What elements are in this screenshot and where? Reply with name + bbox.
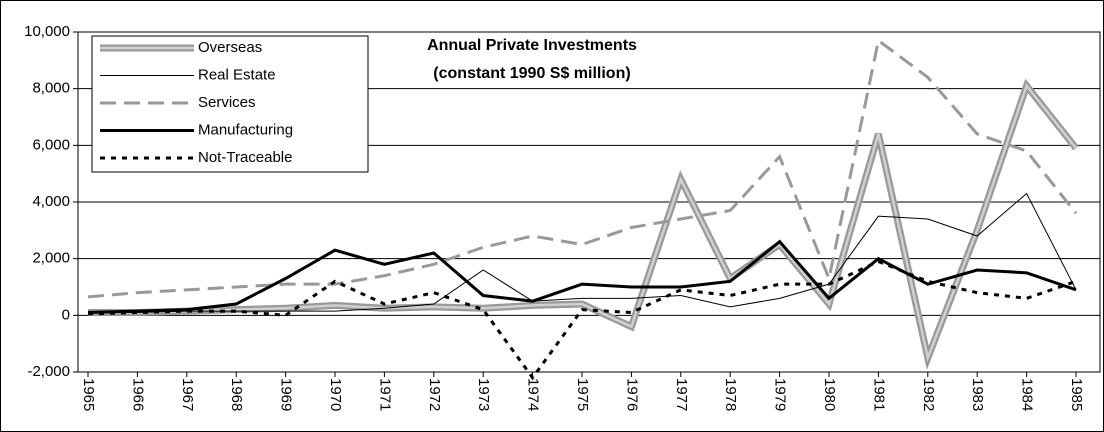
x-tick-label: 1969 xyxy=(278,378,295,411)
y-tick-label: 6,000 xyxy=(32,136,70,153)
x-tick-label: 1977 xyxy=(673,378,690,411)
series-line xyxy=(87,37,1078,299)
legend-label: Not-Traceable xyxy=(198,149,292,166)
y-tick-label: 2,000 xyxy=(32,250,70,267)
legend-label: Overseas xyxy=(198,39,262,56)
x-tick-label: 1974 xyxy=(525,378,542,411)
x-tick-label: 1978 xyxy=(722,378,739,411)
series-line xyxy=(87,259,1077,381)
x-tick-label: 1970 xyxy=(327,378,344,411)
chart-title: Annual Private Investments xyxy=(427,37,637,54)
x-tick-label: 1968 xyxy=(228,378,245,411)
x-tick-label: 1976 xyxy=(623,378,640,411)
x-tick-label: 1980 xyxy=(821,378,838,411)
x-tick-label: 1971 xyxy=(376,378,393,411)
y-tick-label: 0 xyxy=(62,306,70,323)
x-tick-label: 1981 xyxy=(870,378,887,411)
y-tick-label: 8,000 xyxy=(32,80,70,97)
x-tick-label: 1982 xyxy=(920,378,937,411)
x-tick-label: 1967 xyxy=(179,378,196,411)
series-line xyxy=(88,192,1077,313)
x-tick-label: 1983 xyxy=(969,378,986,411)
x-tick-label: 1973 xyxy=(475,378,492,411)
x-tick-label: 1972 xyxy=(426,378,443,411)
legend-label: Manufacturing xyxy=(198,121,293,138)
chart-subtitle: (constant 1990 S$ million) xyxy=(433,65,630,82)
x-tick-label: 1979 xyxy=(772,378,789,411)
legend-label: Real Estate xyxy=(198,66,276,83)
y-tick-label: 10,000 xyxy=(24,23,70,40)
x-tick-label: 1975 xyxy=(574,378,591,411)
y-tick-label: 4,000 xyxy=(32,193,70,210)
series-line-core xyxy=(88,83,1077,363)
x-tick-label: 1966 xyxy=(129,378,146,411)
x-tick-label: 1985 xyxy=(1068,378,1085,411)
legend-label: Services xyxy=(198,94,256,111)
x-tick-label: 1965 xyxy=(80,378,97,411)
y-tick-label: -2,000 xyxy=(27,363,70,380)
x-tick-label: 1984 xyxy=(1019,378,1036,411)
